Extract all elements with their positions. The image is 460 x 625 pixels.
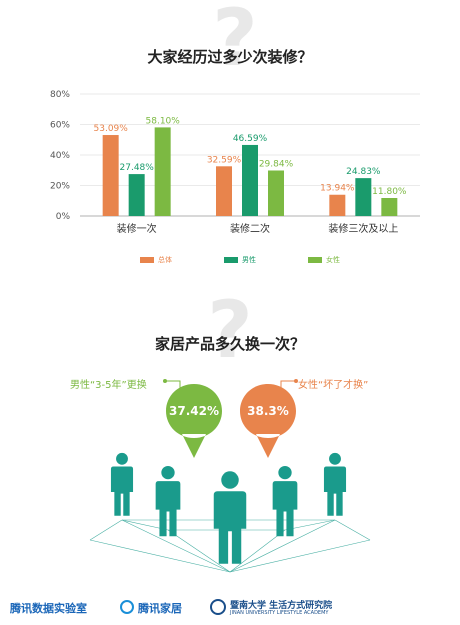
legend-swatch-female (308, 257, 322, 263)
pins-and-people: 37.42% 38.3% (89, 379, 371, 573)
person-icon (272, 465, 298, 537)
person-icon (110, 452, 134, 516)
male-pin (166, 384, 222, 458)
tencent-home-logo-icon (120, 600, 134, 614)
bar-value-label: 11.80% (372, 187, 407, 197)
male-pin-label: 男性“3-5年”更换 (70, 380, 147, 391)
bar-value-label: 32.59% (207, 155, 242, 165)
bar-value-label: 46.59% (233, 134, 268, 144)
legend: 总体 男性 女性 (140, 255, 340, 265)
bar-total-2 (329, 194, 346, 216)
bar-male-2 (355, 178, 372, 216)
y-tick-label: 60% (50, 121, 70, 131)
footer-brand-3-sub: JINAN UNIVERSITY LIFESTYLE ACADEMY (230, 610, 329, 616)
bar-male-0 (128, 174, 145, 216)
question-mark-icon: ? (212, 0, 258, 84)
bar-chart: 0% 20% 40% 60% 80% 53.09% 27.48% 58.10% 32.59% 4… (50, 90, 420, 235)
x-category-label: 装修三次及以上 (328, 222, 398, 235)
person-icon (155, 465, 181, 537)
bar-total-1 (216, 166, 232, 216)
section1-title: 大家经历过多少次装修？ (147, 48, 313, 66)
female-pin (240, 384, 296, 458)
bar-value-label: 53.09% (94, 124, 129, 134)
question-mark-icon-2: ? (207, 286, 253, 376)
y-tick-label: 40% (50, 151, 70, 161)
footer-brand-3: 暨南大学 生活方式研究院 (230, 601, 333, 611)
bar-value-label: 13.94% (320, 184, 355, 194)
female-pin-label: 女性“坏了才换” (298, 380, 369, 391)
bar-value-label: 27.48% (120, 163, 155, 173)
footer-brand-2: 腾讯家居 (138, 602, 182, 615)
bar-value-label: 24.83% (346, 167, 381, 177)
bar-female-2 (381, 198, 398, 216)
legend-label-male: 男性 (242, 256, 256, 264)
person-icon (213, 471, 247, 564)
legend-swatch-male (224, 257, 238, 263)
footer: 腾讯数据实验室 腾讯家居 暨南大学 生活方式研究院 JINAN UNIVERSI… (0, 596, 460, 622)
people-group (110, 452, 347, 564)
male-pin-value: 37.42% (169, 404, 219, 418)
bar-value-label: 29.84% (259, 159, 294, 169)
bar-female-1 (268, 170, 284, 216)
y-tick-label: 80% (50, 90, 70, 100)
legend-item-total: 总体 (140, 255, 172, 265)
footer-brand-1: 腾讯数据实验室 (10, 602, 87, 615)
bar-male-1 (242, 144, 258, 216)
person-icon (323, 452, 347, 516)
female-pin-value: 38.3% (247, 404, 289, 418)
legend-label-total: 总体 (158, 256, 172, 264)
legend-item-male: 男性 (224, 255, 256, 265)
jinan-university-emblem-icon (210, 599, 226, 615)
bar-value-label: 58.10% (146, 116, 181, 126)
section2-title: 家居产品多久换一次？ (154, 335, 305, 353)
legend-label-female: 女性 (326, 256, 340, 264)
bar-total-0 (102, 135, 119, 216)
x-category-label: 装修二次 (230, 222, 270, 235)
legend-swatch-total (140, 257, 154, 263)
y-tick-label: 20% (50, 182, 70, 192)
x-category-label: 装修一次 (117, 222, 157, 235)
bar-female-0 (154, 127, 171, 216)
y-tick-label: 0% (56, 212, 71, 222)
legend-item-female: 女性 (308, 255, 340, 265)
